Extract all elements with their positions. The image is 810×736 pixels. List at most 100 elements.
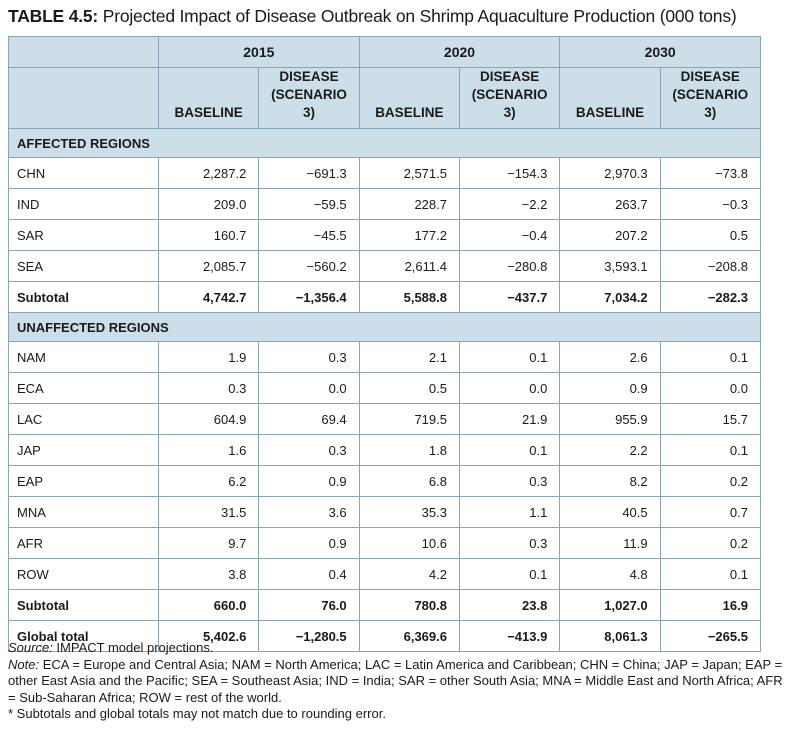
value-cell: 0.1 xyxy=(458,341,561,373)
source-note: Source: IMPACT model projections. xyxy=(8,640,214,655)
value-cell: 0.3 xyxy=(258,434,360,466)
value-cell: 69.4 xyxy=(258,403,360,435)
table-caption: Projected Impact of Disease Outbreak on … xyxy=(102,6,737,26)
region-cell: AFR xyxy=(8,527,159,559)
table-row: SEA 2,085.7 −560.2 2,611.4 −280.8 3,593.1 −208… xyxy=(8,250,761,282)
table-row: CHN 2,287.2 −691.3 2,571.5 −154.3 2,970.3 −73.… xyxy=(8,157,761,189)
value-cell: −265.5 xyxy=(659,620,761,652)
section-header-affected: AFFECTED REGIONS xyxy=(8,128,761,158)
value-cell: 6,369.6 xyxy=(358,620,460,652)
value-cell: 2,611.4 xyxy=(358,250,460,282)
table-row: JAP 1.6 0.3 1.8 0.1 2.2 0.1 xyxy=(8,434,761,466)
table-notes: Source: IMPACT model projections. Note: … xyxy=(8,640,788,723)
table-row: NAM 1.9 0.3 2.1 0.1 2.6 0.1 xyxy=(8,341,761,373)
disease-header: DISEASE (SCENARIO 3) xyxy=(659,67,761,129)
value-cell: 1,027.0 xyxy=(559,589,661,621)
value-cell: 4.8 xyxy=(559,558,661,590)
subtotal-row: Subtotal 660.0 76.0 780.8 23.8 1,027.0 16.9 xyxy=(8,589,761,621)
value-cell: 0.3 xyxy=(157,372,260,404)
scenario-header-row: BASELINE DISEASE (SCENARIO 3) BASELINE DI… xyxy=(8,67,761,129)
value-cell: 0.1 xyxy=(659,434,761,466)
region-cell: IND xyxy=(8,188,159,220)
value-cell: −154.3 xyxy=(458,157,561,189)
abbreviation-note: Note: ECA = Europe and Central Asia; NAM… xyxy=(8,656,783,705)
data-table: 2015 2020 2030 BASELINE DISEASE (SCENARIO… xyxy=(8,36,761,652)
value-cell: −2.2 xyxy=(458,188,561,220)
value-cell: −0.3 xyxy=(659,188,761,220)
section-header-unaffected: UNAFFECTED REGIONS xyxy=(8,312,761,342)
value-cell: 780.8 xyxy=(358,589,460,621)
value-cell: 2,970.3 xyxy=(559,157,661,189)
value-cell: 0.3 xyxy=(458,465,561,497)
region-cell: CHN xyxy=(8,157,159,189)
value-cell: 177.2 xyxy=(358,219,460,251)
year-header-row: 2015 2020 2030 xyxy=(8,36,761,68)
value-cell: 0.9 xyxy=(258,465,360,497)
value-cell: −45.5 xyxy=(258,219,360,251)
region-cell: LAC xyxy=(8,403,159,435)
value-cell: 207.2 xyxy=(559,219,661,251)
value-cell: 228.7 xyxy=(358,188,460,220)
value-cell: 160.7 xyxy=(157,219,260,251)
value-cell: 0.2 xyxy=(659,465,761,497)
value-cell: 660.0 xyxy=(157,589,260,621)
disease-header: DISEASE (SCENARIO 3) xyxy=(458,67,561,129)
section-label: UNAFFECTED REGIONS xyxy=(8,312,761,342)
value-cell: 40.5 xyxy=(559,496,661,528)
region-cell: Subtotal xyxy=(8,281,159,313)
table-row: EAP 6.2 0.9 6.8 0.3 8.2 0.2 xyxy=(8,465,761,497)
value-cell: 0.0 xyxy=(659,372,761,404)
value-cell: 6.2 xyxy=(157,465,260,497)
value-cell: 2,571.5 xyxy=(358,157,460,189)
value-cell: 21.9 xyxy=(458,403,561,435)
value-cell: 5,402.6 xyxy=(157,620,260,652)
region-cell: ECA xyxy=(8,372,159,404)
value-cell: −560.2 xyxy=(258,250,360,282)
table-row: MNA 31.5 3.6 35.3 1.1 40.5 0.7 xyxy=(8,496,761,528)
value-cell: 3,593.1 xyxy=(559,250,661,282)
value-cell: 0.3 xyxy=(258,341,360,373)
value-cell: 2,085.7 xyxy=(157,250,260,282)
value-cell: 0.5 xyxy=(659,219,761,251)
value-cell: −437.7 xyxy=(458,281,561,313)
value-cell: −1,356.4 xyxy=(258,281,360,313)
region-cell: SEA xyxy=(8,250,159,282)
region-cell: Global total xyxy=(8,620,159,652)
region-cell: Subtotal xyxy=(8,589,159,621)
value-cell: 0.3 xyxy=(458,527,561,559)
disease-header: DISEASE (SCENARIO 3) xyxy=(258,67,360,129)
region-cell: EAP xyxy=(8,465,159,497)
value-cell: 0.5 xyxy=(358,372,460,404)
value-cell: 2.2 xyxy=(559,434,661,466)
value-cell: 2.1 xyxy=(358,341,460,373)
value-cell: 76.0 xyxy=(258,589,360,621)
table-row: SAR 160.7 −45.5 177.2 −0.4 207.2 0.5 xyxy=(8,219,761,251)
value-cell: 0.0 xyxy=(458,372,561,404)
value-cell: 10.6 xyxy=(358,527,460,559)
table-row: LAC 604.9 69.4 719.5 21.9 955.9 15.7 xyxy=(8,403,761,435)
value-cell: −208.8 xyxy=(659,250,761,282)
value-cell: 0.2 xyxy=(659,527,761,559)
value-cell: 3.8 xyxy=(157,558,260,590)
region-cell: ROW xyxy=(8,558,159,590)
value-cell: 1.6 xyxy=(157,434,260,466)
region-cell: NAM xyxy=(8,341,159,373)
value-cell: 11.9 xyxy=(559,527,661,559)
table-number: TABLE 4.5: xyxy=(8,6,99,26)
baseline-header: BASELINE xyxy=(157,67,260,129)
year-header-2030: 2030 xyxy=(559,36,761,68)
table-row: ECA 0.3 0.0 0.5 0.0 0.9 0.0 xyxy=(8,372,761,404)
region-cell: SAR xyxy=(8,219,159,251)
value-cell: 16.9 xyxy=(659,589,761,621)
value-cell: 31.5 xyxy=(157,496,260,528)
table-row: AFR 9.7 0.9 10.6 0.3 11.9 0.2 xyxy=(8,527,761,559)
section-label: AFFECTED REGIONS xyxy=(8,128,761,158)
baseline-header: BASELINE xyxy=(358,67,460,129)
value-cell: 5,588.8 xyxy=(358,281,460,313)
value-cell: 955.9 xyxy=(559,403,661,435)
corner-cell xyxy=(8,36,159,68)
footnote: * Subtotals and global totals may not ma… xyxy=(8,706,386,721)
value-cell: 604.9 xyxy=(157,403,260,435)
baseline-header: BASELINE xyxy=(559,67,661,129)
